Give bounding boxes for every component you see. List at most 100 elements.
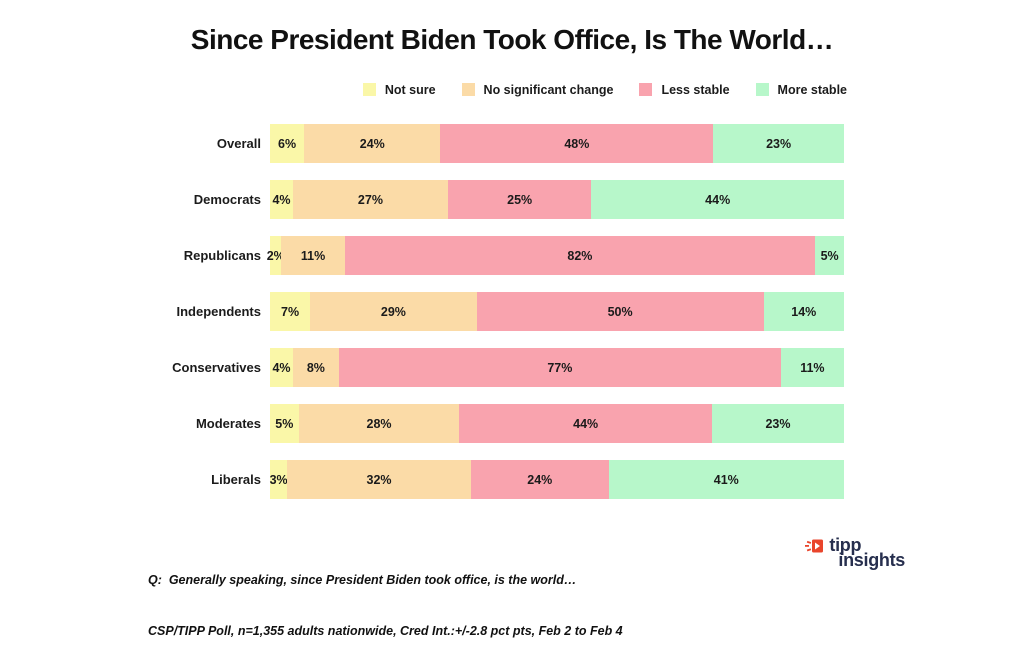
legend-swatch — [461, 83, 475, 96]
poll-details: CSP/TIPP Poll, n=1,355 adults nationwide… — [148, 624, 623, 638]
segment-value-label: 3% — [269, 472, 288, 487]
bar-segment: 29% — [310, 292, 477, 331]
segment-value-label: 82% — [567, 248, 593, 263]
legend-item: More stable — [755, 82, 847, 97]
bar-track: 6% 24% 48% 23% — [270, 124, 844, 163]
segment-value-label: 11% — [300, 248, 326, 263]
category-label: Conservatives — [172, 360, 261, 375]
segment-value-label: 24% — [527, 472, 553, 487]
chart-row: Liberals 3% 32% 24% 41% — [148, 460, 844, 499]
chart-row: Democrats 4% 27% 25% 44% — [148, 180, 844, 219]
segment-value-label: 6% — [278, 136, 297, 151]
bar-segment: 11% — [281, 236, 345, 275]
legend: Not sure No significant change Less stable… — [0, 82, 1024, 97]
chart-row: Overall 6% 24% 48% 23% — [148, 124, 844, 163]
chart-row: Moderates 5% 28% 44% 23% — [148, 404, 844, 443]
bar-segment: 25% — [447, 180, 592, 219]
bar-segment: 77% — [338, 348, 781, 387]
category-label: Republicans — [183, 248, 261, 263]
legend-label: Not sure — [384, 82, 436, 97]
category-label: Moderates — [195, 416, 261, 431]
logo-text: tipp insights — [829, 535, 905, 570]
bar-segment: 24% — [470, 460, 609, 499]
page-title: Since President Biden Took Office, Is Th… — [190, 24, 834, 55]
bar-segment: 50% — [476, 292, 764, 331]
chart-row: Conservatives 4% 8% 77% 11% — [148, 348, 844, 387]
segment-value-label: 4% — [272, 360, 291, 375]
segment-value-label: 48% — [564, 136, 590, 151]
bar-segment: 4% — [270, 348, 293, 387]
chart-row: Republicans 2% 11% 82% 5% — [148, 236, 844, 275]
bar-segment: 27% — [292, 180, 448, 219]
segment-value-label: 23% — [765, 416, 791, 431]
bar-segment: 3% — [269, 460, 288, 499]
segment-value-label: 44% — [573, 416, 599, 431]
bar-segment: 28% — [298, 404, 460, 443]
legend-swatch — [755, 83, 769, 96]
segment-value-label: 50% — [607, 304, 633, 319]
source-note: Q: Generally speaking, since President B… — [148, 538, 623, 657]
bar-track: 3% 32% 24% 41% — [270, 460, 844, 499]
bar-segment: 23% — [713, 124, 844, 163]
bar-segment: 8% — [292, 348, 339, 387]
segment-value-label: 27% — [357, 192, 383, 207]
bar-segment: 32% — [287, 460, 471, 499]
segment-value-label: 25% — [507, 192, 533, 207]
segment-value-label: 8% — [306, 360, 325, 375]
logo-word-tipp: tipp — [829, 535, 862, 555]
segment-value-label: 23% — [766, 136, 792, 151]
bar-segment: 48% — [440, 124, 714, 163]
segment-value-label: 5% — [275, 416, 294, 431]
chart-row: Independents 7% 29% 50% 14% — [148, 292, 844, 331]
legend-label: Less stable — [661, 82, 730, 97]
bar-track: 4% 27% 25% 44% — [270, 180, 844, 219]
bar-segment: 24% — [304, 124, 441, 163]
segment-value-label: 5% — [820, 248, 839, 263]
category-label: Democrats — [193, 192, 261, 207]
bar-track: 7% 29% 50% 14% — [270, 292, 844, 331]
category-label: Overall — [216, 136, 261, 151]
segment-value-label: 41% — [713, 472, 739, 487]
logo-word-insights: insights — [838, 550, 905, 570]
bar-track: 2% 11% 82% 5% — [267, 236, 844, 275]
category-label: Liberals — [211, 472, 261, 487]
question-text: Q: Generally speaking, since President B… — [148, 573, 577, 587]
segment-value-label: 29% — [380, 304, 406, 319]
bar-segment: 11% — [780, 348, 844, 387]
segment-value-label: 4% — [272, 192, 291, 207]
legend-item: No significant change — [461, 82, 614, 97]
bar-segment: 82% — [344, 236, 816, 275]
bar-segment: 41% — [608, 460, 844, 499]
segment-value-label: 24% — [359, 136, 385, 151]
legend-item: Not sure — [362, 82, 436, 97]
segment-value-label: 28% — [366, 416, 392, 431]
bar-track: 4% 8% 77% 11% — [270, 348, 844, 387]
bar-segment: 4% — [270, 180, 293, 219]
category-label: Independents — [176, 304, 261, 319]
segment-value-label: 11% — [800, 360, 825, 375]
segment-value-label: 7% — [281, 304, 300, 319]
legend-label: More stable — [777, 82, 847, 97]
segment-value-label: 44% — [705, 192, 731, 207]
segment-value-label: 2% — [266, 248, 285, 263]
bar-segment: 44% — [459, 404, 712, 443]
bar-segment: 7% — [270, 292, 311, 331]
bar-segment: 2% — [267, 236, 285, 275]
tipp-insights-logo: tipp insights — [804, 535, 905, 570]
bar-segment: 23% — [711, 404, 844, 443]
legend-swatch — [362, 83, 376, 96]
chart: Overall 6% 24% 48% 23% Democrats 4% 27% 25% 44% Re… — [0, 124, 1024, 499]
bar-segment: 14% — [763, 292, 844, 331]
legend-item: Less stable — [639, 82, 730, 97]
legend-swatch — [639, 83, 653, 96]
bar-segment: 5% — [270, 404, 299, 443]
segment-value-label: 14% — [791, 304, 817, 319]
bar-track: 5% 28% 44% 23% — [270, 404, 844, 443]
logo-arrow-icon — [804, 538, 826, 560]
bar-segment: 5% — [815, 236, 844, 275]
segment-value-label: 32% — [366, 472, 392, 487]
segment-value-label: 77% — [547, 360, 573, 375]
bar-segment: 44% — [591, 180, 844, 219]
legend-label: No significant change — [483, 82, 614, 97]
bar-segment: 6% — [270, 124, 305, 163]
